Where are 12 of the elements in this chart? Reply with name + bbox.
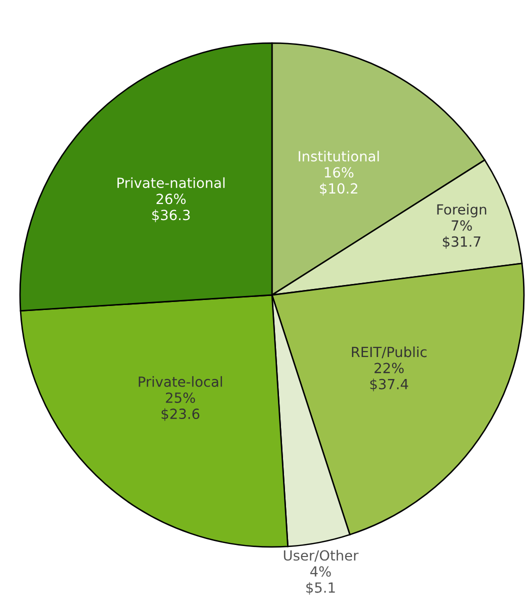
slice-label: Institutional	[298, 150, 379, 162]
data-label: 16% $10.2	[320, 167, 358, 196]
slice-label: Private-local	[138, 376, 222, 387]
slice-label: REIT/Public	[352, 346, 427, 358]
data-label: 7% $31.7	[442, 220, 480, 249]
slice-label: Private-national	[117, 177, 225, 188]
data-label: 25% $23.6	[162, 392, 200, 421]
slice-label: User/Other	[284, 550, 359, 562]
data-label: 26% $36.3	[152, 194, 190, 222]
data-label: 22% $37.4	[370, 362, 408, 392]
slice-label: Foreign	[437, 204, 486, 218]
data-label: 4% $5.1	[306, 566, 335, 595]
